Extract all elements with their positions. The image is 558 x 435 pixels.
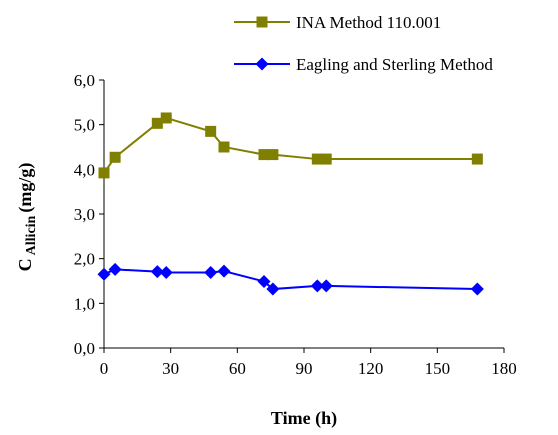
series-eagling-sterling-method [97,262,484,296]
legend-label: INA Method 110.001 [296,13,441,32]
legend-entry: Eagling and Sterling Method [234,55,493,74]
y-axis-title-unit: (mg/g) [15,163,36,213]
y-axis-title-subscript: Allicin [24,215,39,255]
legend-label: Eagling and Sterling Method [296,55,493,74]
x-tick-label: 0 [100,359,109,378]
data-point [159,266,173,280]
x-tick-label: 60 [229,359,246,378]
data-point [150,265,164,279]
data-point [320,153,332,165]
data-point [218,141,230,153]
x-tick-label: 30 [162,359,179,378]
y-tick-label: 3,0 [74,205,95,224]
y-tick-label: 1,0 [74,294,95,313]
data-point [109,151,121,163]
data-point [471,153,483,165]
x-tick-label: 150 [425,359,451,378]
y-tick-label: 2,0 [74,250,95,269]
data-point [151,117,163,129]
legend-swatch-marker [255,57,269,71]
y-tick-label: 5,0 [74,116,95,135]
data-point [108,262,122,276]
data-point [267,149,279,161]
x-ticks: 0 30 60 90 120 150 180 [100,348,517,378]
data-point [258,149,270,161]
y-axis-title-main: C [15,258,35,271]
data-point [160,112,172,124]
data-point [217,264,231,278]
legend: INA Method 110.001 Eagling and Sterling M… [234,13,493,74]
y-tick-label: 6,0 [74,71,95,90]
x-tick-label: 180 [491,359,517,378]
y-ticks: 0,0 1,0 2,0 3,0 4,0 5,0 6,0 [74,71,104,358]
y-axis-title: C Allicin (mg/g) [15,163,39,272]
x-tick-label: 90 [296,359,313,378]
y-tick-label: 0,0 [74,339,95,358]
y-tick-label: 4,0 [74,160,95,179]
legend-swatch-marker [256,16,268,28]
data-point [205,125,217,137]
data-point [310,279,324,293]
axes: 0,0 1,0 2,0 3,0 4,0 5,0 6,0 0 30 60 90 120 150 180 [74,71,517,378]
data-point [257,274,271,288]
series-ina-method [98,112,483,179]
data-point [266,282,280,296]
series-layer [97,112,484,296]
legend-entry: INA Method 110.001 [234,13,441,32]
data-point [311,153,323,165]
data-point [470,282,484,296]
data-point [97,267,111,281]
data-point [98,167,110,179]
x-tick-label: 120 [358,359,384,378]
data-point [319,279,333,293]
data-point [204,266,218,280]
x-axis-title: Time (h) [271,408,337,429]
